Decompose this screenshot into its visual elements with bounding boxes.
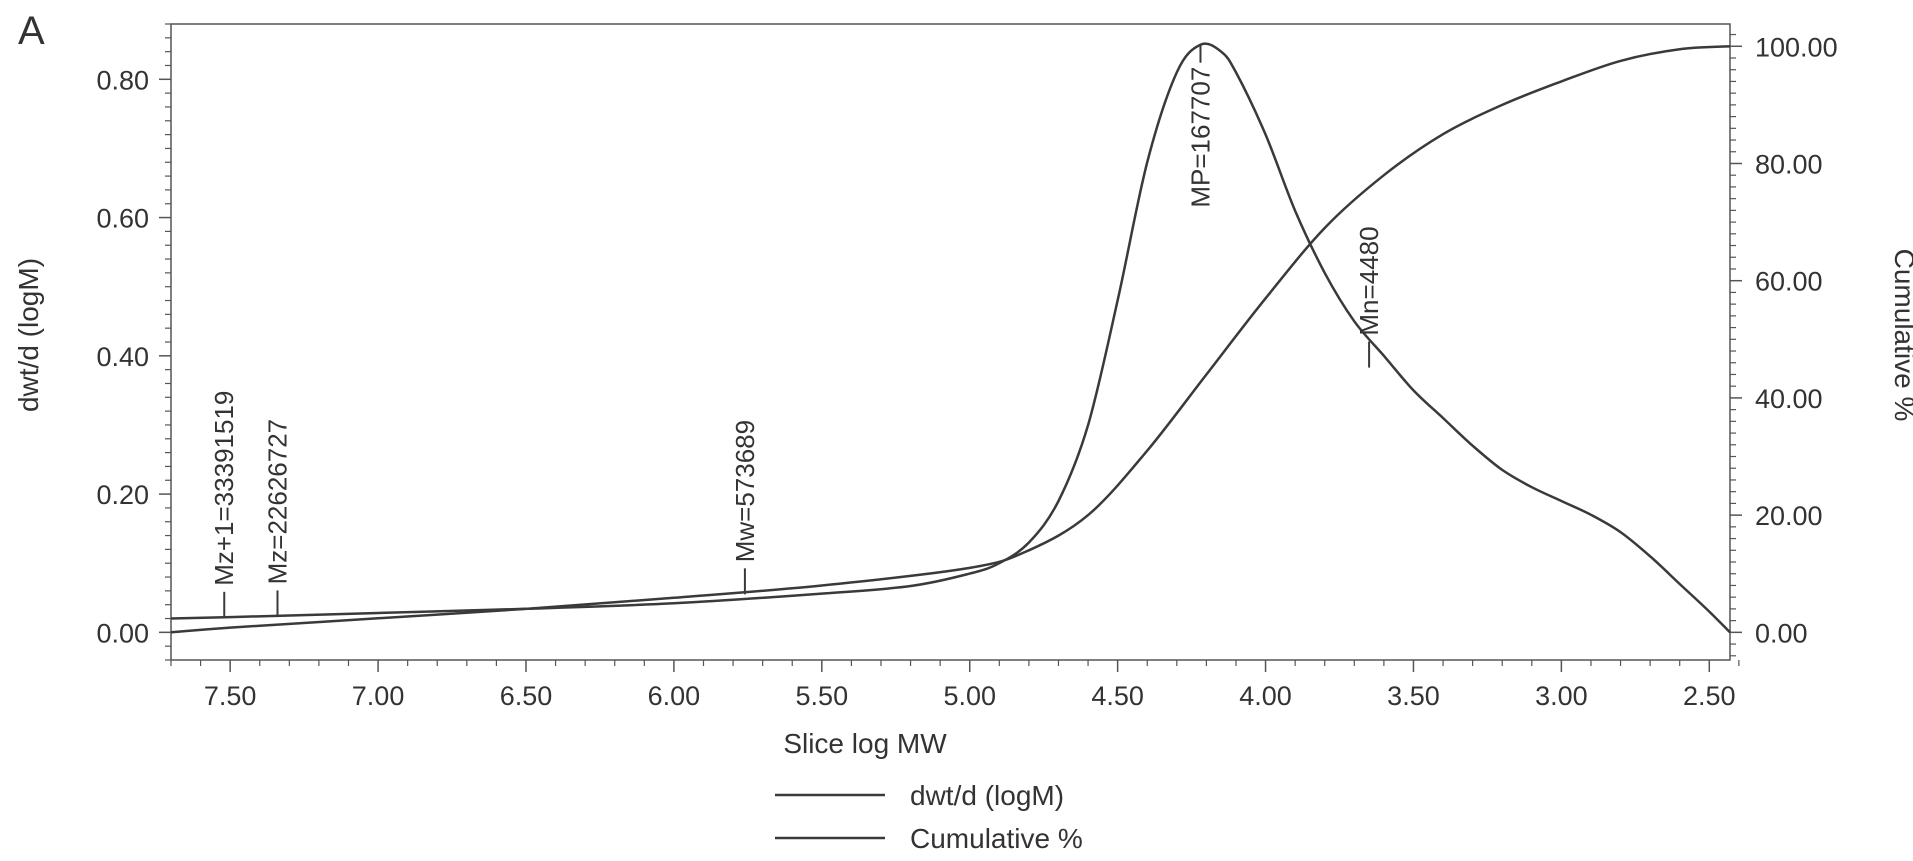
- marker-label-mn: Mn=4480: [1354, 226, 1384, 335]
- x-tick-label: 3.00: [1535, 681, 1588, 711]
- y-axis-left: 0.00 0.20 0.40 0.60 0.80: [96, 23, 171, 661]
- legend-label-cumulative: Cumulative %: [910, 823, 1083, 854]
- plot-frame: [170, 23, 1731, 661]
- legend-label-dwt: dwt/d (logM): [910, 780, 1064, 811]
- marker-label-mp: MP=167707: [1186, 67, 1216, 208]
- y-axis-right: 0.00 20.00 40.00 60.00 80.00 100.00: [1730, 32, 1838, 657]
- x-tick-label: 6.50: [500, 681, 553, 711]
- series-line-dwt-d-logm: [170, 42, 1731, 634]
- y-tick-label: 0.20: [96, 480, 149, 510]
- x-axis: 7.50 7.00 6.50 6.00 5.50 5.00 4.50 4.00 3.50 3.00…: [170, 660, 1740, 711]
- marker-label-mw: Mw=573689: [730, 420, 760, 562]
- x-tick-label: 3.50: [1387, 681, 1440, 711]
- x-tick-label: 4.50: [1091, 681, 1144, 711]
- y-axis-right-title: Cumulative %: [1889, 249, 1913, 422]
- y2-tick-label: 0.00: [1755, 618, 1808, 648]
- x-tick-label: 7.00: [352, 681, 405, 711]
- x-tick-label: 7.50: [204, 681, 257, 711]
- y2-tick-label: 80.00: [1755, 149, 1823, 179]
- y-axis-left-title: dwt/d (logM): [13, 258, 44, 412]
- x-tick-label: 5.00: [943, 681, 996, 711]
- y2-tick-label: 60.00: [1755, 267, 1823, 297]
- legend: dwt/d (logM) Cumulative %: [775, 780, 1083, 854]
- y-tick-label: 0.60: [96, 204, 149, 234]
- y-tick-label: 0.40: [96, 342, 149, 372]
- panel-label: A: [18, 9, 45, 53]
- y2-tick-label: 100.00: [1755, 32, 1838, 62]
- y-tick-label: 0.80: [96, 65, 149, 95]
- series-line-cumulative: [170, 45, 1731, 634]
- x-axis-title: Slice log MW: [783, 728, 947, 759]
- x-tick-label: 2.50: [1683, 681, 1736, 711]
- marker-label-mz-1: Mz+1=33391519: [209, 391, 239, 586]
- x-tick-label: 4.00: [1239, 681, 1292, 711]
- y-tick-label: 0.00: [96, 618, 149, 648]
- x-tick-label: 5.50: [796, 681, 849, 711]
- y2-tick-label: 20.00: [1755, 501, 1823, 531]
- x-tick-label: 6.00: [648, 681, 701, 711]
- series-layer: [170, 42, 1731, 634]
- marker-layer: Mz+1=33391519 Mz=22626727 Mw=573689 MP=1677…: [209, 44, 1384, 618]
- marker-label-mz: Mz=22626727: [263, 419, 293, 585]
- y2-tick-label: 40.00: [1755, 384, 1823, 414]
